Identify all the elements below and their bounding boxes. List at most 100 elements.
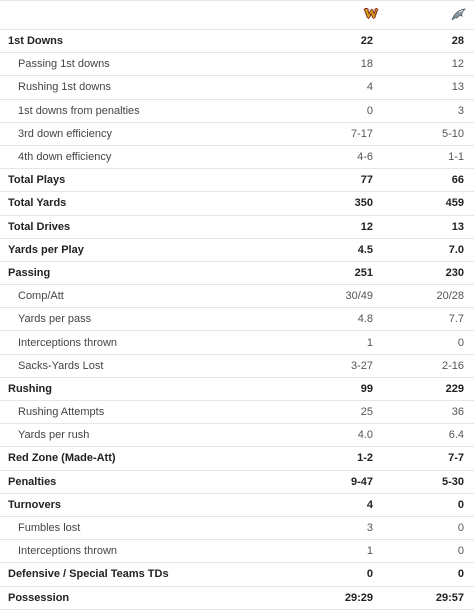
stat-row: 1st downs from penalties 0 3 xyxy=(0,99,474,123)
home-stat-value: 13 xyxy=(399,75,474,100)
stat-row: Total Plays 77 66 xyxy=(0,168,474,193)
home-stat-value: 229 xyxy=(399,377,474,402)
stat-row: Interceptions thrown 1 0 xyxy=(0,539,474,564)
home-stat-value: 7-7 xyxy=(399,446,474,471)
home-stat-value: 13 xyxy=(399,215,474,239)
stat-label: Interceptions thrown xyxy=(0,330,342,355)
away-stat-value: 4.8 xyxy=(342,307,399,332)
away-stat-value: 77 xyxy=(342,168,399,193)
away-stat-value: 99 xyxy=(342,377,399,402)
stat-label: Fumbles lost xyxy=(0,516,342,541)
away-stat-value: 7-17 xyxy=(342,122,399,146)
home-stat-value: 29:57 xyxy=(399,586,474,610)
away-stat-value: 1 xyxy=(342,539,399,564)
stat-row: 1st Downs 22 28 xyxy=(0,29,474,54)
stat-row: Yards per Play 4.5 7.0 xyxy=(0,238,474,262)
away-stat-value: 18 xyxy=(342,52,399,77)
stat-row: Rushing 99 229 xyxy=(0,377,474,402)
away-stat-value: 9-47 xyxy=(342,470,399,494)
stat-row: Possession 29:29 29:57 xyxy=(0,586,474,610)
stat-row: Defensive / Special Teams TDs 0 0 xyxy=(0,562,474,587)
home-stat-value: 0 xyxy=(399,516,474,541)
away-stat-value: 4.0 xyxy=(342,423,399,448)
away-stat-value: 350 xyxy=(342,191,399,216)
home-team-header[interactable] xyxy=(399,0,474,30)
stat-row: Red Zone (Made-Att) 1-2 7-7 xyxy=(0,446,474,471)
stat-row: Yards per pass 4.8 7.7 xyxy=(0,307,474,332)
home-stat-value: 2-16 xyxy=(399,354,474,378)
stat-label: Defensive / Special Teams TDs xyxy=(0,562,342,587)
stat-label: Rushing xyxy=(0,377,342,402)
stat-label: Rushing 1st downs xyxy=(0,75,342,100)
team-header-row: W xyxy=(0,0,474,30)
away-team-header[interactable]: W xyxy=(342,0,399,30)
header-label-cell xyxy=(0,0,342,30)
stat-label: Sacks-Yards Lost xyxy=(0,354,342,378)
stat-label: Total Drives xyxy=(0,215,342,239)
home-stat-value: 0 xyxy=(399,330,474,355)
stats-body: 1st Downs 22 28 Passing 1st downs 18 12 Rushin… xyxy=(0,29,474,610)
stat-label: Passing xyxy=(0,261,342,286)
stat-row: Penalties 9-47 5-30 xyxy=(0,470,474,494)
home-stat-value: 5-30 xyxy=(399,470,474,494)
stat-row: Sacks-Yards Lost 3-27 2-16 xyxy=(0,354,474,378)
stat-row: 4th down efficiency 4-6 1-1 xyxy=(0,145,474,170)
stat-label: Red Zone (Made-Att) xyxy=(0,446,342,471)
home-stat-value: 1-1 xyxy=(399,145,474,170)
home-stat-value: 0 xyxy=(399,493,474,517)
away-stat-value: 251 xyxy=(342,261,399,286)
away-stat-value: 4-6 xyxy=(342,145,399,170)
away-stat-value: 0 xyxy=(342,562,399,587)
stat-label: Yards per Play xyxy=(0,238,342,262)
stat-label: 1st downs from penalties xyxy=(0,99,342,123)
stat-label: Interceptions thrown xyxy=(0,539,342,564)
stat-label: Total Plays xyxy=(0,168,342,193)
stat-row: Rushing 1st downs 4 13 xyxy=(0,75,474,100)
stat-label: Yards per rush xyxy=(0,423,342,448)
stat-label: 3rd down efficiency xyxy=(0,122,342,146)
stat-row: 3rd down efficiency 7-17 5-10 xyxy=(0,122,474,146)
stat-row: Passing 251 230 xyxy=(0,261,474,286)
away-stat-value: 0 xyxy=(342,99,399,123)
stat-label: Rushing Attempts xyxy=(0,400,342,425)
home-stat-value: 12 xyxy=(399,52,474,77)
stat-label: 4th down efficiency xyxy=(0,145,342,170)
home-stat-value: 0 xyxy=(399,539,474,564)
away-stat-value: 1 xyxy=(342,330,399,355)
stat-label: Possession xyxy=(0,586,342,610)
stat-row: Passing 1st downs 18 12 xyxy=(0,52,474,77)
home-stat-value: 6.4 xyxy=(399,423,474,448)
commanders-logo-icon: W xyxy=(364,7,378,22)
stat-label: 1st Downs xyxy=(0,29,342,54)
away-stat-value: 30/49 xyxy=(342,284,399,309)
home-stat-value: 36 xyxy=(399,400,474,425)
home-stat-value: 7.0 xyxy=(399,238,474,262)
away-stat-value: 4 xyxy=(342,493,399,517)
stat-row: Total Yards 350 459 xyxy=(0,191,474,216)
away-stat-value: 29:29 xyxy=(342,586,399,610)
away-stat-value: 1-2 xyxy=(342,446,399,471)
home-stat-value: 230 xyxy=(399,261,474,286)
away-stat-value: 22 xyxy=(342,29,399,54)
stat-row: Turnovers 4 0 xyxy=(0,493,474,517)
home-stat-value: 3 xyxy=(399,99,474,123)
home-stat-value: 7.7 xyxy=(399,307,474,332)
eagles-logo-icon xyxy=(451,8,466,21)
stat-label: Penalties xyxy=(0,470,342,494)
stat-label: Turnovers xyxy=(0,493,342,517)
home-stat-value: 66 xyxy=(399,168,474,193)
away-stat-value: 25 xyxy=(342,400,399,425)
stat-label: Total Yards xyxy=(0,191,342,216)
stat-label: Passing 1st downs xyxy=(0,52,342,77)
away-stat-value: 4.5 xyxy=(342,238,399,262)
stat-row: Total Drives 12 13 xyxy=(0,215,474,239)
stat-label: Comp/Att xyxy=(0,284,342,309)
home-stat-value: 0 xyxy=(399,562,474,587)
stat-row: Rushing Attempts 25 36 xyxy=(0,400,474,425)
home-stat-value: 28 xyxy=(399,29,474,54)
away-stat-value: 4 xyxy=(342,75,399,100)
home-stat-value: 5-10 xyxy=(399,122,474,146)
away-stat-value: 3 xyxy=(342,516,399,541)
stat-row: Fumbles lost 3 0 xyxy=(0,516,474,541)
home-stat-value: 20/28 xyxy=(399,284,474,309)
